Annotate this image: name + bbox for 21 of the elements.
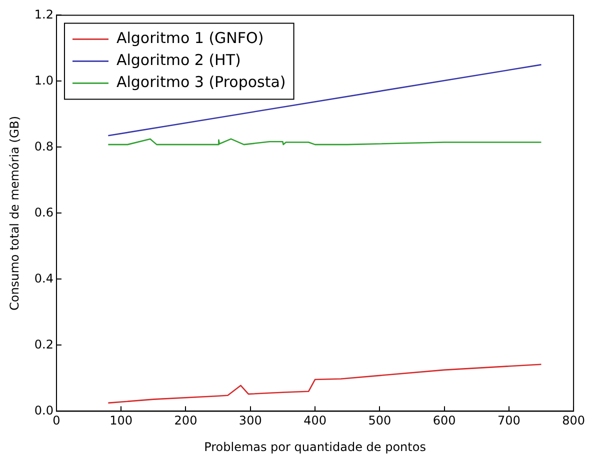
y-tick-label: 0.2 bbox=[34, 337, 54, 352]
x-tick-label: 0 bbox=[52, 414, 60, 428]
legend-label: Algoritmo 2 (HT) bbox=[116, 51, 241, 70]
x-tick-label: 800 bbox=[562, 414, 585, 428]
x-tick-label: 100 bbox=[110, 414, 133, 428]
y-tick-label: 0.0 bbox=[34, 403, 54, 418]
x-tick-label: 400 bbox=[304, 414, 326, 428]
y-axis-title: Consumo total de memória (GB) bbox=[7, 116, 22, 310]
y-tick-label: 0.6 bbox=[34, 205, 54, 220]
x-tick-label: 300 bbox=[238, 414, 262, 428]
x-axis-title: Problemas por quantidade de pontos bbox=[204, 440, 426, 454]
x-tick-label: 500 bbox=[368, 414, 392, 428]
y-tick-label: 1.0 bbox=[34, 73, 54, 88]
legend-label: Algoritmo 3 (Proposta) bbox=[116, 73, 286, 92]
x-tick-label: 700 bbox=[497, 414, 520, 428]
y-tick-label: 1.2 bbox=[34, 7, 54, 22]
y-tick-label: 0.4 bbox=[34, 271, 54, 286]
x-tick-label: 200 bbox=[174, 414, 198, 428]
y-tick-label: 0.8 bbox=[34, 139, 54, 154]
legend-label: Algoritmo 1 (GNFO) bbox=[116, 29, 264, 48]
x-tick-label: 600 bbox=[432, 414, 456, 428]
